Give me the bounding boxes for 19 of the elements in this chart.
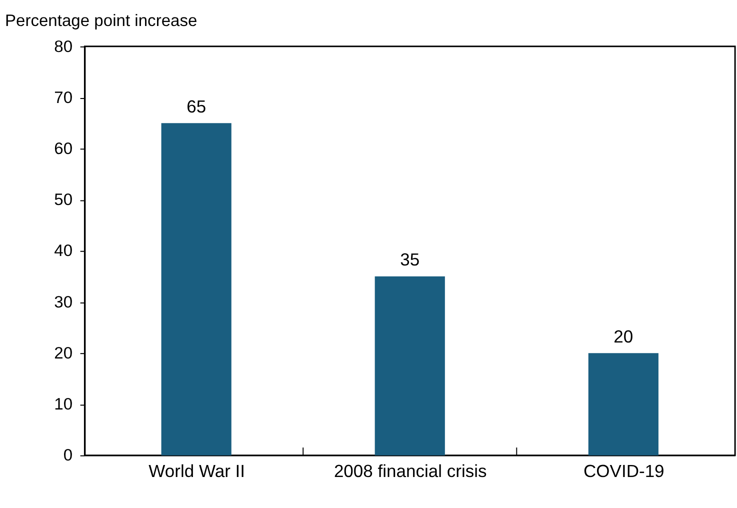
y-tick-label: 70 — [54, 88, 73, 107]
y-tick-label: 10 — [54, 394, 73, 414]
data-label: 35 — [400, 250, 420, 270]
x-tick-label: 2008 financial crisis — [334, 461, 488, 482]
bar — [588, 353, 658, 456]
y-tick-label: 80 — [54, 36, 73, 56]
y-tick-label: 60 — [54, 138, 73, 158]
data-label: 65 — [186, 96, 206, 116]
y-tick-label: 0 — [63, 446, 73, 465]
bar — [374, 276, 445, 456]
y-axis-title: Percentage point increase — [4, 10, 198, 30]
y-tick-label: 50 — [54, 190, 73, 210]
bar — [161, 123, 232, 456]
y-tick-label: 30 — [54, 292, 73, 312]
y-tick-label: 20 — [54, 343, 73, 362]
x-tick-label: COVID-19 — [584, 461, 664, 482]
x-tick-label: World War II — [148, 461, 246, 482]
data-label: 20 — [614, 326, 634, 346]
y-tick-label: 40 — [54, 241, 73, 260]
